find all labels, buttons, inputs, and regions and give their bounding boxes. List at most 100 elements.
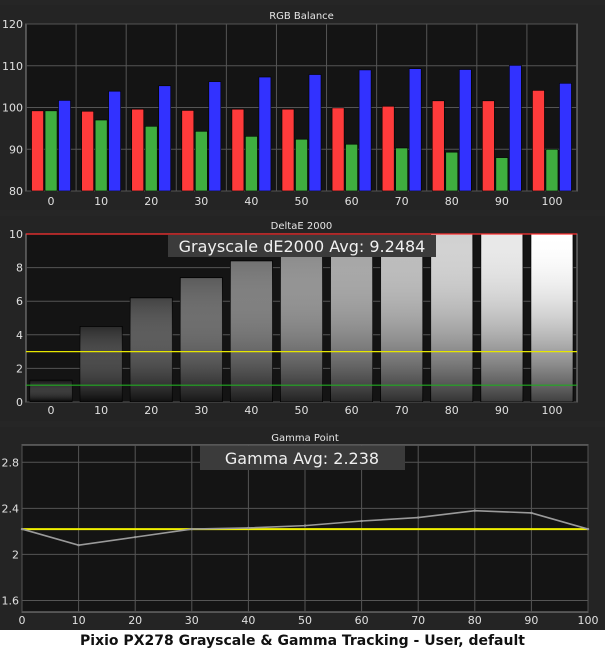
- rgb-bar: [559, 82, 572, 192]
- rgb-bar: [482, 100, 495, 192]
- rgb-bar: [331, 107, 345, 192]
- gamma-point: [20, 527, 24, 531]
- rgb-bar: [158, 85, 172, 192]
- rgb-bar: [381, 105, 395, 192]
- x-tick-label: 20: [144, 404, 158, 417]
- gamma-point: [360, 519, 363, 523]
- rgb-bar: [408, 68, 422, 192]
- delta-e-bar-shade: [180, 277, 223, 402]
- y-tick-label: 100: [2, 102, 23, 115]
- rgb-bar: [532, 90, 545, 192]
- x-tick-label: 70: [411, 614, 425, 627]
- rgb-bar: [131, 108, 145, 192]
- rgb-bar: [345, 143, 358, 192]
- y-tick-label: 90: [9, 143, 23, 156]
- rgb-bar: [445, 151, 459, 192]
- delta-e-bar-shade: [230, 260, 273, 402]
- y-tick-label: 2: [16, 362, 23, 375]
- y-tick-label: 1.6: [2, 594, 20, 607]
- x-tick-label: 90: [524, 614, 538, 627]
- delta-e-bar-shade: [330, 240, 373, 402]
- x-tick-label: 60: [355, 614, 369, 627]
- y-tick-label: 80: [9, 185, 23, 198]
- delta-e-bar-shade: [480, 234, 523, 402]
- x-tick-label: 100: [541, 404, 562, 417]
- x-tick-label: 40: [244, 195, 258, 208]
- y-tick-label: 2: [12, 548, 19, 561]
- x-tick-label: 30: [185, 614, 199, 627]
- y-tick-label: 0: [16, 396, 23, 409]
- x-tick-label: 100: [578, 614, 599, 627]
- rgb-bar: [358, 69, 372, 192]
- y-tick-label: 10: [9, 228, 23, 241]
- x-tick-label: 20: [144, 195, 158, 208]
- x-tick-label: 30: [194, 195, 208, 208]
- gamma-point: [586, 527, 590, 531]
- gamma-point: [134, 535, 137, 539]
- rgb-bar: [431, 100, 445, 192]
- x-tick-label: 50: [295, 404, 309, 417]
- x-tick-label: 40: [244, 404, 258, 417]
- annotation-text: Grayscale dE2000 Avg: 9.2484: [179, 237, 426, 256]
- x-tick-label: 40: [241, 614, 255, 627]
- x-tick-label: 70: [395, 195, 409, 208]
- rgb-bar: [281, 108, 295, 192]
- x-tick-label: 0: [48, 195, 55, 208]
- x-tick-label: 60: [345, 404, 359, 417]
- rgb-bar: [144, 125, 158, 192]
- gamma-point: [417, 516, 420, 519]
- rgb-bar: [509, 65, 522, 192]
- rgb-bar: [81, 110, 94, 192]
- rgb-bar: [195, 130, 208, 192]
- x-tick-label: 0: [48, 404, 55, 417]
- chart-stage: RGB Balance 80 90 100 110 120 0 10 20 30 40 50 60 70 8…: [0, 0, 605, 630]
- x-tick-label: 80: [468, 614, 482, 627]
- rgb-bar: [108, 90, 121, 192]
- y-tick-label: 120: [2, 18, 23, 31]
- delta-e-bar-shade: [130, 297, 173, 402]
- y-tick-label: 2.8: [2, 456, 20, 469]
- x-tick-label: 90: [495, 195, 509, 208]
- y-tick-label: 4: [16, 329, 23, 342]
- rgb-bar: [181, 110, 195, 192]
- rgb-bar: [208, 81, 222, 192]
- rgb-bar: [308, 74, 322, 192]
- gamma-point: [303, 524, 307, 527]
- rgb-bar: [31, 110, 44, 192]
- chart-title: Gamma Point: [271, 433, 339, 444]
- x-tick-label: 90: [495, 404, 509, 417]
- delta-e-bar-shade: [530, 234, 573, 402]
- x-tick-label: 80: [445, 404, 459, 417]
- y-tick-label: 6: [16, 295, 23, 308]
- chart-title: RGB Balance: [269, 11, 334, 22]
- x-tick-label: 50: [298, 614, 312, 627]
- rgb-bar: [495, 157, 509, 192]
- delta-e-bar-shade: [280, 252, 323, 402]
- annotation-box: [168, 235, 436, 257]
- delta-e-bar-shade: [380, 237, 423, 402]
- chart-title: DeltaE 2000: [271, 221, 333, 232]
- rgb-bar: [245, 136, 258, 192]
- x-tick-label: 0: [19, 614, 26, 627]
- delta-e-bar-shade: [30, 380, 73, 402]
- annotation-text: Gamma Avg: 2.238: [225, 449, 379, 468]
- rgb-bar: [58, 100, 71, 192]
- rgb-bar: [258, 76, 272, 192]
- figure-caption: Pixio PX278 Grayscale & Gamma Tracking -…: [0, 630, 605, 652]
- rgb-bar: [231, 108, 245, 192]
- gamma-point: [247, 526, 250, 530]
- x-tick-label: 80: [445, 195, 459, 208]
- rgb-bar: [295, 138, 308, 192]
- rgb-bar: [458, 69, 472, 192]
- x-tick-label: 30: [194, 404, 208, 417]
- x-tick-label: 20: [128, 614, 142, 627]
- x-tick-label: 50: [295, 195, 309, 208]
- x-tick-label: 60: [345, 195, 359, 208]
- rgb-bar: [94, 119, 108, 192]
- y-tick-label: 8: [16, 262, 23, 275]
- gamma-point: [77, 544, 80, 547]
- rgb-bar: [545, 148, 559, 192]
- delta-e-bar-shade: [430, 234, 473, 402]
- x-tick-label: 10: [72, 614, 86, 627]
